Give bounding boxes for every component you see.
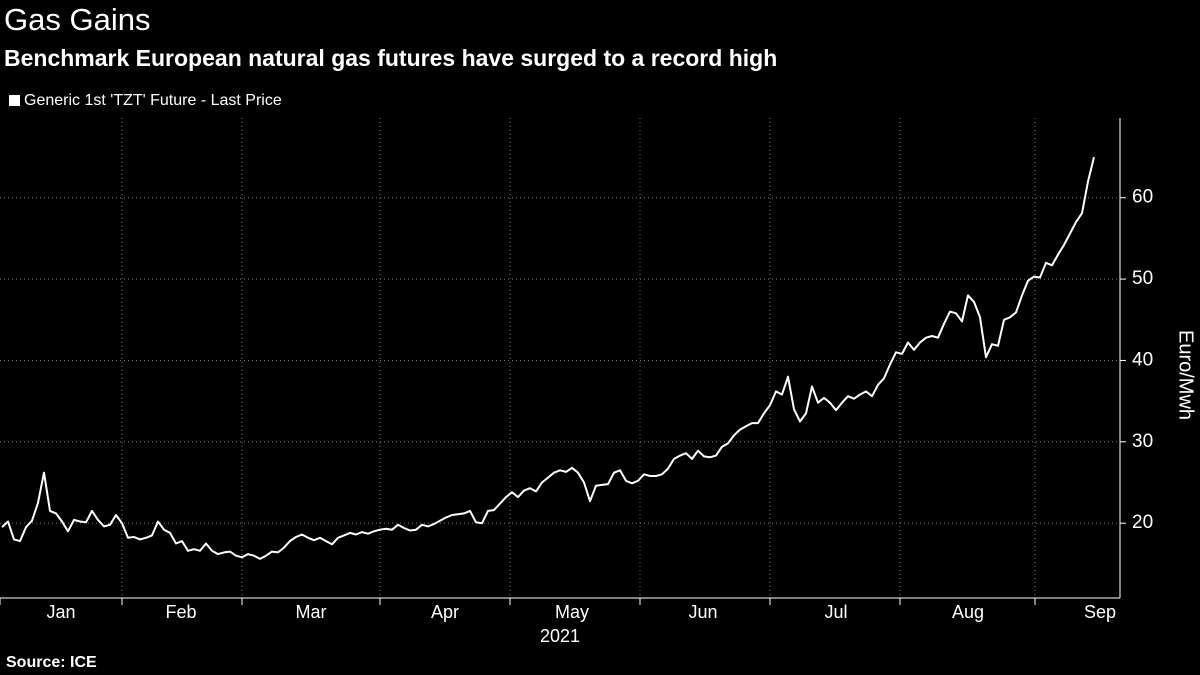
x-tick-label: Apr xyxy=(431,602,459,622)
x-tick-label: Sep xyxy=(1084,602,1116,622)
source: Source: ICE xyxy=(6,654,97,671)
line-series xyxy=(1,156,1095,560)
chart-subtitle: Benchmark European natural gas futures h… xyxy=(4,45,777,71)
chart-title: Gas Gains xyxy=(4,2,150,37)
y-tick-label: 20 xyxy=(1132,512,1153,533)
y-tick-label: 30 xyxy=(1132,431,1153,452)
legend-swatch xyxy=(9,95,20,106)
legend-label: Generic 1st 'TZT' Future - Last Price xyxy=(24,92,282,109)
y-tick-label: 40 xyxy=(1132,349,1153,370)
x-tick-label: Aug xyxy=(952,602,984,622)
x-tick-label: Feb xyxy=(165,602,196,622)
y-tick-label: 50 xyxy=(1132,268,1153,289)
y-tick-label: 60 xyxy=(1132,187,1153,208)
x-axis-year: 2021 xyxy=(540,626,580,646)
x-tick-label: Jun xyxy=(688,602,717,622)
y-axis-label: Euro/Mwh xyxy=(1175,330,1197,420)
x-tick-label: Jan xyxy=(46,602,75,622)
x-tick-label: Jul xyxy=(824,602,847,622)
x-tick-label: May xyxy=(555,602,589,622)
x-tick-label: Mar xyxy=(296,602,327,622)
